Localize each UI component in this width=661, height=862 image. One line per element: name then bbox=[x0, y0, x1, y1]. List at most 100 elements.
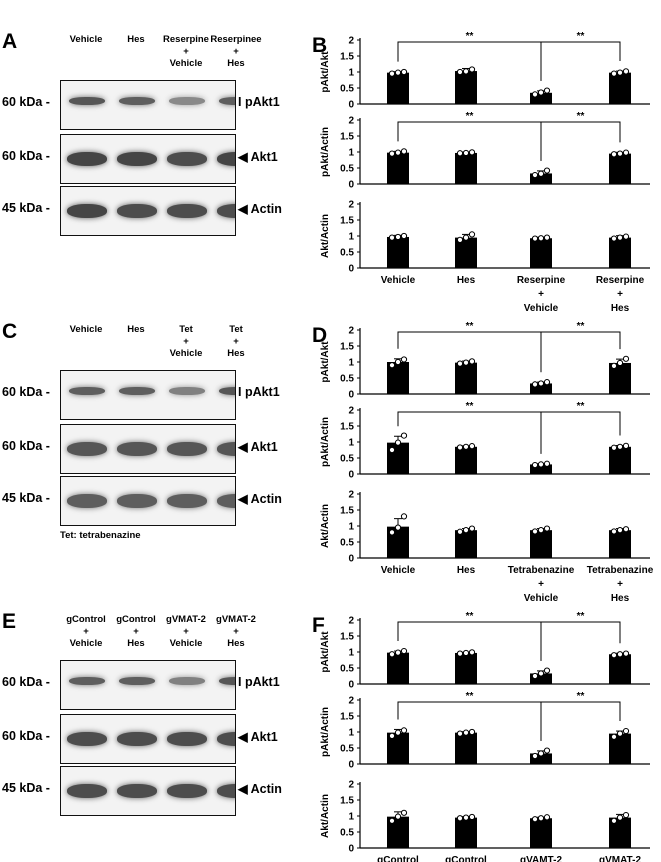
y-tick-label: 1 bbox=[348, 522, 354, 533]
bar bbox=[387, 72, 409, 104]
data-point bbox=[622, 811, 630, 819]
category-label: Vehicle bbox=[381, 275, 416, 286]
bar bbox=[530, 383, 552, 394]
data-point bbox=[610, 733, 618, 740]
y-tick-label: 2 bbox=[348, 490, 354, 501]
data-point bbox=[400, 232, 408, 240]
y-tick-label: 1.5 bbox=[340, 216, 354, 227]
lane-label: Reserpinee + Hes bbox=[206, 34, 266, 70]
significance-label: ** bbox=[577, 691, 585, 702]
data-point bbox=[531, 91, 539, 98]
y-tick-label: 1 bbox=[348, 148, 354, 159]
bar bbox=[387, 652, 409, 684]
protein-band bbox=[117, 442, 157, 456]
category-label: + bbox=[538, 579, 544, 590]
molecular-weight-label: 60 kDa - bbox=[2, 95, 50, 109]
bar bbox=[609, 362, 631, 394]
bar bbox=[530, 173, 552, 184]
data-point bbox=[468, 149, 476, 156]
data-point bbox=[610, 235, 618, 242]
lane-label: Vehicle bbox=[56, 324, 116, 336]
molecular-weight-label: 60 kDa - bbox=[2, 385, 50, 399]
data-point bbox=[400, 809, 408, 816]
y-axis-label: pAkt/Akt bbox=[320, 341, 331, 383]
protein-band bbox=[217, 204, 235, 218]
lane-label-line: + bbox=[83, 626, 89, 637]
category-label: gControl bbox=[377, 855, 419, 862]
y-tick-label: 0.5 bbox=[340, 374, 354, 385]
bar bbox=[530, 530, 552, 558]
bar bbox=[530, 464, 552, 474]
data-point bbox=[394, 69, 402, 76]
lane-label-line: Hes bbox=[127, 324, 145, 335]
protein-band bbox=[67, 442, 107, 456]
bar bbox=[455, 71, 477, 104]
y-tick-label: 0.5 bbox=[340, 454, 354, 465]
lane-label-line: Hes bbox=[227, 638, 245, 649]
blot-row-label: ◀ Actin bbox=[238, 202, 282, 216]
data-point bbox=[610, 652, 618, 659]
y-tick-label: 0 bbox=[348, 390, 354, 401]
bar bbox=[609, 817, 631, 848]
data-point bbox=[388, 817, 396, 824]
bar bbox=[530, 92, 552, 104]
data-point bbox=[537, 461, 545, 468]
protein-band bbox=[169, 677, 205, 685]
significance-label: ** bbox=[577, 321, 585, 332]
lane-label-line: + bbox=[133, 626, 139, 637]
protein-band bbox=[167, 152, 207, 166]
blot-row-label: I pAkt1 bbox=[238, 385, 280, 399]
data-point bbox=[531, 528, 539, 535]
data-point bbox=[462, 729, 470, 736]
lane-label-line: Tet bbox=[229, 324, 243, 335]
data-point bbox=[537, 815, 545, 822]
y-tick-label: 1.5 bbox=[340, 796, 354, 807]
y-tick-label: 1.5 bbox=[340, 52, 354, 63]
data-point bbox=[468, 813, 476, 821]
protein-band bbox=[169, 97, 205, 105]
protein-band bbox=[69, 97, 105, 105]
protein-band bbox=[119, 677, 155, 685]
panel-letter: C bbox=[2, 320, 18, 343]
bar bbox=[609, 237, 631, 268]
data-point bbox=[543, 460, 551, 467]
y-axis-label: pAkt/Actin bbox=[320, 417, 331, 467]
lane-label-line: Vehicle bbox=[69, 34, 103, 45]
y-tick-label: 1 bbox=[348, 358, 354, 369]
blot-strip bbox=[60, 424, 236, 474]
lane-label: gControl + Hes bbox=[106, 614, 166, 650]
protein-band bbox=[167, 204, 207, 218]
protein-band bbox=[217, 732, 235, 746]
y-tick-label: 1 bbox=[348, 648, 354, 659]
lane-label: gVMAT-2 + Hes bbox=[206, 614, 266, 650]
bar bbox=[530, 238, 552, 268]
protein-band bbox=[67, 732, 107, 746]
bar bbox=[609, 153, 631, 184]
protein-band bbox=[219, 387, 235, 395]
data-point bbox=[610, 528, 618, 535]
y-tick-label: 2 bbox=[348, 200, 354, 211]
lane-label: gVMAT-2 + Vehicle bbox=[156, 614, 216, 650]
y-tick-label: 2 bbox=[348, 36, 354, 47]
lane-label-line: Vehicle bbox=[69, 638, 103, 649]
lane-label-line: Tet bbox=[179, 324, 193, 335]
significance-label: ** bbox=[466, 111, 474, 122]
category-label: + bbox=[617, 289, 623, 300]
y-tick-label: 1 bbox=[348, 232, 354, 243]
data-point bbox=[394, 149, 402, 156]
category-label: + bbox=[538, 289, 544, 300]
blot-row-label: ◀ Actin bbox=[238, 492, 282, 506]
bar bbox=[387, 152, 409, 184]
data-point bbox=[543, 167, 551, 174]
y-tick-label: 0 bbox=[348, 470, 354, 481]
significance-label: ** bbox=[466, 401, 474, 412]
data-point bbox=[616, 234, 624, 241]
y-tick-label: 0 bbox=[348, 180, 354, 191]
bar bbox=[455, 237, 477, 268]
data-point bbox=[543, 234, 551, 241]
blot-row-label: ◀ Actin bbox=[238, 782, 282, 796]
panel-letter: F bbox=[312, 614, 325, 637]
data-point bbox=[468, 358, 476, 365]
bar bbox=[455, 652, 477, 684]
bar bbox=[455, 446, 477, 474]
